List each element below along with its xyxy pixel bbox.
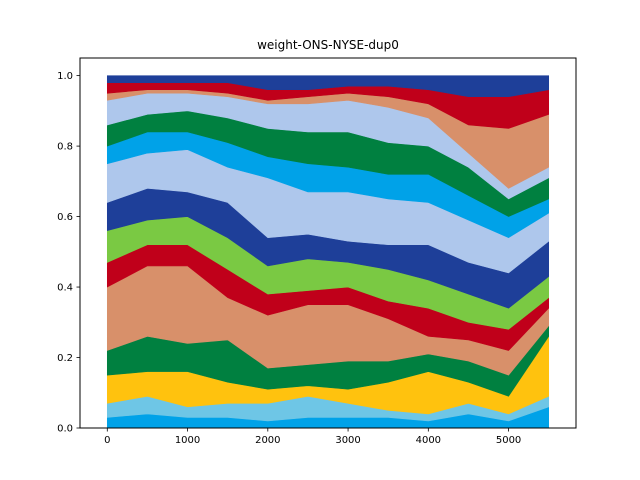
x-tick-label: 5000 (496, 435, 521, 446)
x-tick-label: 4000 (416, 435, 441, 446)
y-tick-label: 0.2 (57, 353, 73, 364)
y-tick-label: 0.4 (57, 283, 73, 294)
y-axis: 0.0 0.2 0.4 0.6 0.8 1.0 (57, 71, 80, 435)
x-tick-label: 0 (104, 435, 110, 446)
x-tick-label: 2000 (255, 435, 280, 446)
y-tick-label: 0.8 (57, 142, 73, 153)
y-tick-label: 0.6 (57, 212, 73, 223)
plot-frame (79, 57, 577, 429)
x-axis: 0 1000 2000 3000 4000 5000 (104, 428, 521, 446)
y-tick-label: 0.0 (57, 424, 73, 435)
x-tick-label: 3000 (335, 435, 360, 446)
y-tick-label: 1.0 (57, 71, 73, 82)
chart-title: weight-ONS-NYSE-dup0 (257, 38, 399, 52)
area-band-14 (106, 75, 550, 98)
x-tick-label: 1000 (175, 435, 200, 446)
plot-area (106, 75, 550, 428)
